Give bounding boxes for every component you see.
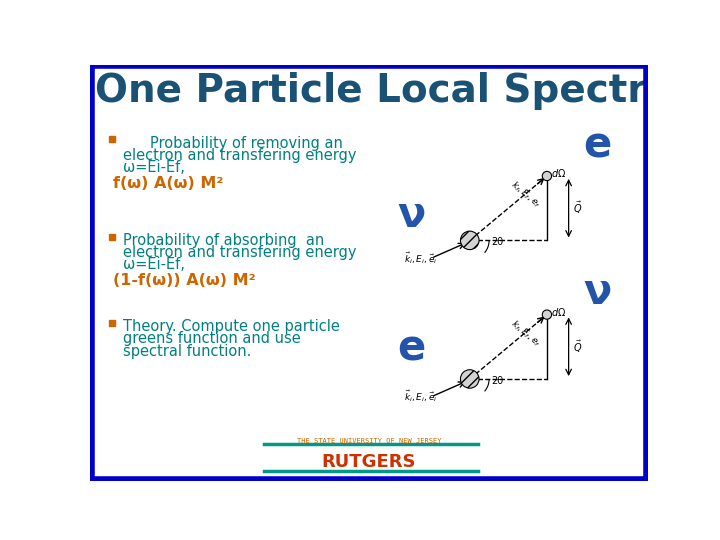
Text: $k_f,E_f,e_f$: $k_f,E_f,e_f$ [508,318,544,350]
Text: e: e [397,327,426,369]
Text: $\vec{k}_i,E_i,\vec{e}_i$: $\vec{k}_i,E_i,\vec{e}_i$ [404,250,438,266]
Text: ν: ν [583,271,612,313]
Text: Probability of absorbing  an: Probability of absorbing an [122,233,324,248]
Text: (1-f(ω)) A(ω) M²: (1-f(ω)) A(ω) M² [113,273,256,288]
Text: $d\Omega$: $d\Omega$ [551,306,566,318]
Text: $d\Omega$: $d\Omega$ [551,167,566,179]
Text: $\vec{k}_i,E_i,\vec{e}_i$: $\vec{k}_i,E_i,\vec{e}_i$ [404,389,438,404]
Text: $k_f,E_f,e_f$: $k_f,E_f,e_f$ [508,179,544,211]
Text: f(ω) A(ω) M²: f(ω) A(ω) M² [113,176,224,191]
Text: electron and transfering energy: electron and transfering energy [122,245,356,260]
Circle shape [461,370,479,388]
Text: One Particle Local Spectral Fun: One Particle Local Spectral Fun [94,72,720,111]
Text: Theory. Compute one particle: Theory. Compute one particle [122,319,339,334]
Text: 2θ: 2θ [492,237,503,247]
Text: greens function and use: greens function and use [122,331,300,346]
Text: ω=Ei-Ef,: ω=Ei-Ef, [122,257,184,272]
Circle shape [542,310,552,319]
Text: $\vec{Q}$: $\vec{Q}$ [572,200,582,217]
Text: electron and transfering energy: electron and transfering energy [122,148,356,163]
Text: THE STATE UNIVERSITY OF NEW JERSEY: THE STATE UNIVERSITY OF NEW JERSEY [297,438,441,444]
Circle shape [461,231,479,249]
Text: RUTGERS: RUTGERS [322,453,416,470]
Text: e: e [583,125,612,167]
Text: spectral function.: spectral function. [122,343,251,359]
Text: ν: ν [397,194,426,236]
Text: $\vec{Q}$: $\vec{Q}$ [572,339,582,355]
Text: ω=Ei-Ef,: ω=Ei-Ef, [122,160,184,176]
Text: 2θ: 2θ [492,376,503,386]
Text: Probability of removing an: Probability of removing an [150,136,343,151]
Circle shape [542,171,552,181]
